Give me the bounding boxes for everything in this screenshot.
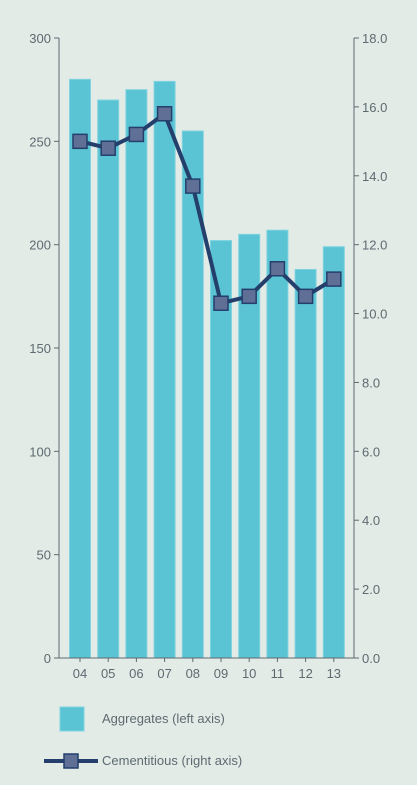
left-tick-label-250: 250 [29, 134, 51, 149]
x-tick-label-12: 12 [298, 666, 312, 681]
right-tick-label-0.0: 0.0 [362, 651, 380, 666]
point-11 [269, 261, 286, 277]
x-tick-label-07: 07 [157, 666, 171, 681]
point-08 [185, 178, 201, 194]
bar-04 [69, 78, 91, 659]
bar-07 [153, 80, 176, 659]
point-07 [156, 106, 173, 122]
point-13 [326, 271, 342, 287]
cementitious-line [79, 111, 335, 306]
x-tick-label-08: 08 [186, 666, 200, 681]
point-09 [213, 295, 229, 311]
left-tick-label-50: 50 [37, 548, 51, 563]
bar-11 [266, 229, 289, 659]
bar-06 [125, 89, 148, 659]
point-06 [128, 126, 145, 143]
point-04 [72, 133, 88, 150]
x-tick-label-11: 11 [271, 666, 285, 681]
legend-swatch-aggregates [59, 706, 85, 732]
cementitious-series [72, 106, 342, 311]
right-tick-label-18.0: 18.0 [362, 31, 387, 46]
point-10 [241, 288, 257, 305]
left-tick-label-150: 150 [29, 341, 51, 356]
x-tick-label-04: 04 [73, 666, 87, 681]
right-tick-label-6.0: 6.0 [362, 444, 380, 459]
legend-label-aggregates: Aggregates (left axis) [102, 711, 225, 726]
right-tick-label-16.0: 16.0 [362, 100, 387, 115]
left-tick-label-200: 200 [29, 238, 51, 253]
legend: Aggregates (left axis) Cementitious (rig… [44, 706, 242, 769]
right-tick-label-10.0: 10.0 [362, 307, 387, 322]
point-12 [297, 288, 314, 305]
x-tick-label-10: 10 [242, 666, 256, 681]
right-tick-label-4.0: 4.0 [362, 513, 380, 528]
aggregates-bars [69, 78, 345, 659]
left-tick-label-0: 0 [44, 651, 51, 666]
left-tick-label-300: 300 [29, 31, 51, 46]
legend-label-cementitious: Cementitious (right axis) [102, 753, 242, 768]
legend-marker-cementitious [63, 753, 79, 769]
bar-12 [294, 268, 317, 659]
axes: 0501001502002503000.02.04.06.08.010.012.… [29, 31, 387, 681]
right-tick-label-12.0: 12.0 [362, 238, 387, 253]
x-tick-label-05: 05 [101, 666, 115, 681]
left-tick-label-100: 100 [29, 444, 51, 459]
right-tick-label-14.0: 14.0 [362, 169, 387, 184]
x-tick-label-13: 13 [327, 666, 341, 681]
bar-13 [322, 246, 345, 659]
x-tick-label-09: 09 [214, 666, 228, 681]
x-tick-label-06: 06 [129, 666, 143, 681]
bar-05 [97, 99, 120, 659]
right-tick-label-8.0: 8.0 [362, 375, 380, 390]
point-05 [100, 140, 116, 156]
right-tick-label-2.0: 2.0 [362, 582, 380, 597]
